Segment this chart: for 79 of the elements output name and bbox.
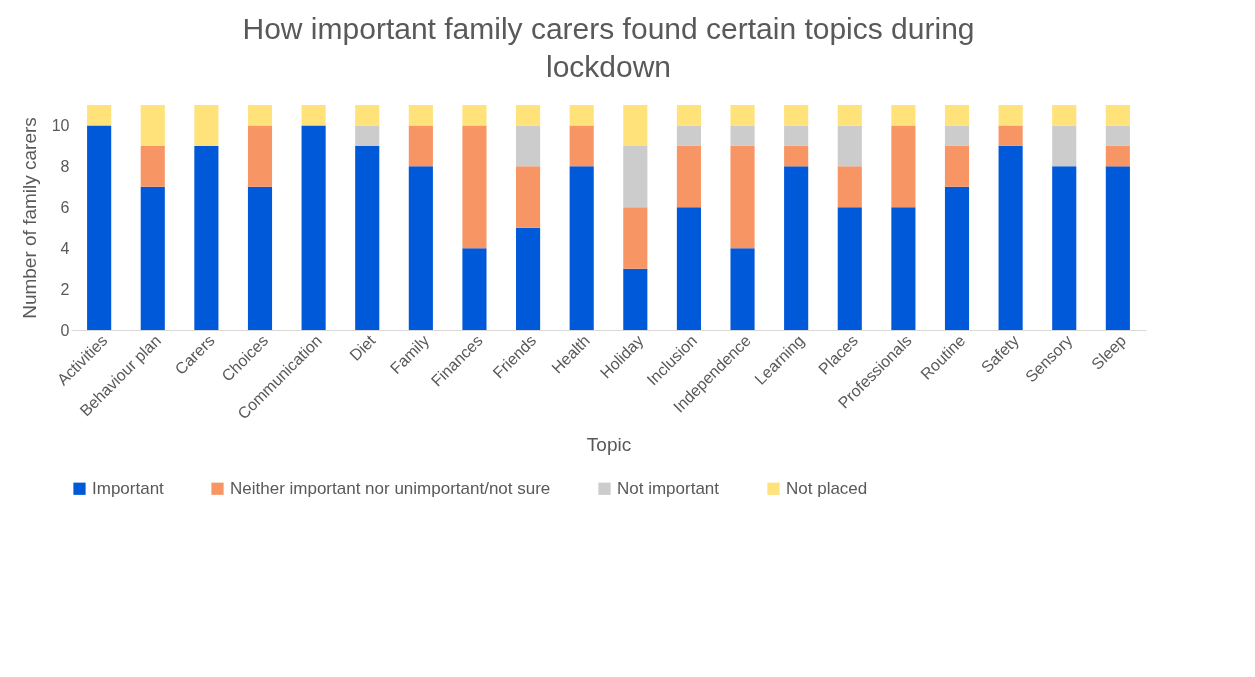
bar [87,125,112,330]
bar [1105,166,1130,330]
bar [730,105,755,126]
bar [998,145,1023,330]
bar [1105,145,1130,167]
bar [784,145,809,167]
bar [247,105,273,126]
bar [784,105,809,126]
bar [462,125,487,249]
bar [462,105,487,126]
bar [355,145,380,330]
bar [1105,105,1130,126]
bar [516,125,541,167]
bar [784,166,809,330]
bar [998,105,1023,126]
x-axis-title: Topic [586,434,632,456]
bar [730,125,755,146]
legend-label: Not placed [786,478,868,498]
bar [301,105,326,126]
bar [623,105,648,146]
y-axis-title: Number of family carers [18,117,40,319]
bar [623,207,648,269]
bar [1052,105,1077,126]
bar [516,105,541,126]
bar [676,207,701,330]
bar [1052,125,1077,167]
bar [140,105,165,146]
x-tick-label: Diet [346,331,379,364]
bar [891,207,916,330]
bar [944,145,970,187]
legend-label: Important [92,478,165,498]
y-tick-label: 8 [60,157,70,175]
bar [623,145,648,208]
bar [837,105,862,126]
bar [676,105,701,126]
bar [837,207,862,330]
bar [301,125,326,330]
y-tick-label: 6 [60,198,70,216]
bar [516,166,541,228]
bar [944,105,970,126]
y-tick-label: 2 [60,280,70,298]
bar [676,125,701,146]
bar [1052,166,1077,330]
bar [623,268,648,330]
bar [569,166,594,330]
bar [676,145,701,208]
chart-title: How important family carers found certain topics during lockdown [242,12,975,83]
bar [355,125,380,146]
bar [730,145,755,249]
bar [784,125,809,146]
bar [247,125,273,187]
bar [408,125,433,167]
bar [1105,125,1130,146]
legend-label: Neither important nor unimportant/not sure [230,478,551,498]
bar [998,125,1023,146]
bar [569,105,594,126]
bar [194,105,219,146]
bar [569,125,594,167]
y-tick-label: 10 [51,116,70,134]
bar [140,186,165,330]
bar [140,145,165,187]
y-tick-label: 0 [60,321,70,339]
bar [194,145,219,330]
bar [730,248,755,330]
bar [355,105,380,126]
bar [516,227,541,330]
bar [837,125,862,167]
legend-label: Not important [617,478,720,498]
bar [408,105,433,126]
bar [462,248,487,330]
y-tick-label: 4 [60,239,70,257]
bar [87,105,112,126]
bar [944,125,970,146]
bar [837,166,862,208]
bar [408,166,433,330]
bar [891,105,916,126]
bar [247,186,273,330]
bar [944,186,970,330]
bar [891,125,916,208]
